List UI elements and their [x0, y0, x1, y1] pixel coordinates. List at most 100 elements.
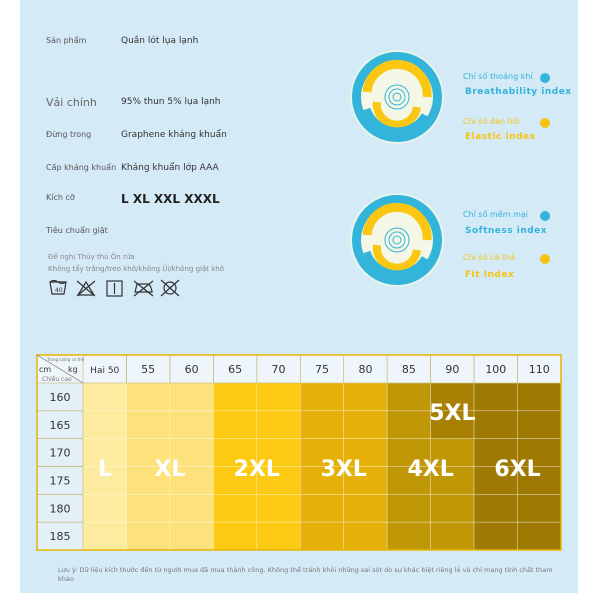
- corner-height-unit: cm: [39, 365, 51, 374]
- index-arc: [372, 244, 421, 272]
- table-cell: [473, 382, 518, 412]
- index-name-en: Softness index: [465, 226, 548, 236]
- table-cell: [343, 438, 388, 467]
- spec-value: Graphene kháng khuẩn: [121, 130, 227, 140]
- corner-diagonal: [36, 354, 84, 384]
- index-arc: [362, 59, 432, 98]
- table-cell: [256, 382, 301, 412]
- index-name-vi: Chỉ số mềm mại: [463, 210, 528, 219]
- table-cell: [473, 494, 518, 523]
- table-cell: [430, 410, 475, 439]
- index-dot: [540, 211, 550, 221]
- table-cell: [386, 494, 431, 523]
- table-cell: [169, 494, 214, 523]
- spec-value: Kháng khuẩn lớp AAA: [121, 163, 219, 173]
- index-name-en: Elastic index: [465, 132, 536, 142]
- spec-value: L XL XXL XXXL: [121, 192, 220, 206]
- corner-height-label: Chiều cao: [42, 375, 72, 383]
- table-cell: [299, 382, 345, 412]
- size-label: XL: [154, 457, 185, 482]
- size-label: 3XL: [321, 457, 367, 482]
- wash-note: Không tẩy trắng/treo khô/không Ủi/không …: [48, 265, 224, 273]
- table-cell: [473, 466, 518, 495]
- table-cell: [299, 410, 345, 439]
- wash-title: Tiêu chuẩn giặt: [46, 226, 108, 235]
- table-cell: [256, 521, 301, 551]
- weight-label: 55: [141, 363, 155, 376]
- table-cell: [430, 494, 475, 523]
- index-dot: [540, 254, 550, 264]
- table-border: [36, 354, 562, 551]
- table-cell: [213, 466, 258, 495]
- svg-text:40: 40: [55, 287, 63, 294]
- table-cell: [343, 521, 388, 551]
- size-label: L: [98, 457, 112, 482]
- footnote: Lưu ý: Dữ liệu kích thước đến từ người m…: [58, 566, 553, 583]
- index-center: [388, 231, 406, 249]
- table-cell: [386, 382, 431, 412]
- table-cell: [82, 410, 127, 439]
- index-dot: [540, 73, 550, 83]
- table-cell: [343, 494, 388, 523]
- weight-label: 85: [402, 363, 416, 376]
- index-center: [392, 92, 402, 102]
- index-center: [392, 235, 402, 245]
- table-cell: [256, 438, 301, 467]
- table-cell: [169, 382, 214, 412]
- table-cell: [430, 438, 475, 467]
- spec-label: Kích cỡ: [46, 193, 75, 202]
- table-cell: [299, 438, 345, 467]
- weight-label: 75: [315, 363, 329, 376]
- table-cell: [126, 466, 171, 495]
- index-center: [388, 88, 406, 106]
- index-name-en: Fit Index: [465, 270, 515, 280]
- spec-value: 95% thun 5% lụa lạnh: [121, 97, 221, 107]
- weight-label: 70: [272, 363, 286, 376]
- weight-label: 110: [529, 363, 550, 376]
- table-cell: [473, 410, 518, 439]
- table-cell: [430, 466, 475, 495]
- index-arc: [363, 250, 429, 278]
- spec-label: Vải chính: [46, 96, 97, 109]
- index-center: [384, 84, 410, 110]
- table-cell: [213, 410, 258, 439]
- wash-note: Đề nghị Thủy thủ Ôn rửa: [48, 253, 135, 261]
- table-cell: [256, 494, 301, 523]
- height-label: 165: [50, 419, 71, 432]
- table-cell: [517, 410, 562, 439]
- table-cell: [517, 438, 562, 467]
- table-cell: [126, 494, 171, 523]
- weight-label: 65: [228, 363, 242, 376]
- height-label: 170: [50, 447, 71, 460]
- weight-label: 100: [485, 363, 506, 376]
- table-cell: [82, 494, 127, 523]
- spec-label: Sản phẩm: [46, 36, 87, 45]
- table-cell: [386, 438, 431, 467]
- index-name-vi: Chỉ số thoáng khí: [463, 72, 533, 81]
- weight-label: 60: [185, 363, 199, 376]
- index-name-vi: Chỉ số cả thả: [463, 253, 515, 262]
- table-cell: [473, 521, 518, 551]
- height-label: 160: [50, 391, 71, 404]
- table-cell: [213, 382, 258, 412]
- size-label: 6XL: [494, 457, 540, 482]
- table-cell: [126, 521, 171, 551]
- weight-label: Hai 50: [90, 366, 119, 376]
- index-arc: [362, 202, 432, 241]
- index-arc: [363, 107, 429, 135]
- table-cell: [386, 521, 431, 551]
- table-cell: [299, 494, 345, 523]
- index-dot: [540, 118, 550, 128]
- weight-label: 90: [445, 363, 459, 376]
- height-label: 175: [50, 474, 71, 487]
- height-label: 185: [50, 530, 71, 543]
- spec-value: Quần lót lụa lạnh: [121, 36, 199, 46]
- index-arc: [372, 101, 421, 129]
- size-label: 2XL: [234, 457, 280, 482]
- table-header-bg: [37, 355, 561, 383]
- size-label: 5XL: [429, 401, 475, 426]
- table-cell: [517, 382, 562, 412]
- table-cell: [256, 410, 301, 439]
